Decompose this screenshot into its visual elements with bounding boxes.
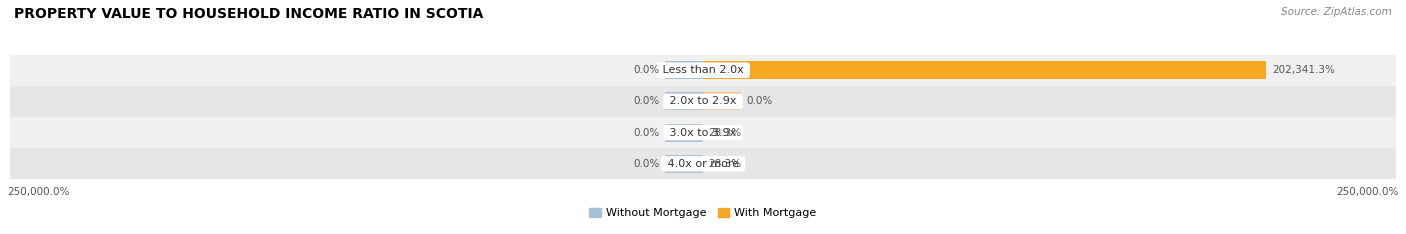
Text: 3.0x to 3.9x: 3.0x to 3.9x [666, 128, 740, 138]
Text: 28.3%: 28.3% [709, 128, 742, 138]
Bar [665, 92, 703, 110]
Bar [10, 86, 1396, 117]
Text: Less than 2.0x: Less than 2.0x [659, 65, 747, 75]
Text: 28.3%: 28.3% [709, 159, 742, 169]
Text: 4.0x or more: 4.0x or more [664, 159, 742, 169]
Text: 0.0%: 0.0% [747, 96, 773, 106]
Text: 0.0%: 0.0% [633, 159, 659, 169]
Bar [10, 55, 1396, 86]
Bar [665, 124, 703, 142]
Text: 0.0%: 0.0% [633, 65, 659, 75]
Text: 0.0%: 0.0% [633, 128, 659, 138]
Text: Source: ZipAtlas.com: Source: ZipAtlas.com [1281, 7, 1392, 17]
Legend: Without Mortgage, With Mortgage: Without Mortgage, With Mortgage [585, 204, 821, 223]
Text: 250,000.0%: 250,000.0% [7, 187, 69, 197]
Bar [703, 61, 1267, 79]
Bar [703, 92, 741, 110]
Bar [665, 155, 703, 173]
Text: 202,341.3%: 202,341.3% [1272, 65, 1334, 75]
Text: PROPERTY VALUE TO HOUSEHOLD INCOME RATIO IN SCOTIA: PROPERTY VALUE TO HOUSEHOLD INCOME RATIO… [14, 7, 484, 21]
Bar [10, 148, 1396, 179]
Bar [10, 117, 1396, 148]
Text: 250,000.0%: 250,000.0% [1337, 187, 1399, 197]
Text: 0.0%: 0.0% [633, 96, 659, 106]
Text: 2.0x to 2.9x: 2.0x to 2.9x [666, 96, 740, 106]
Bar [665, 61, 703, 79]
